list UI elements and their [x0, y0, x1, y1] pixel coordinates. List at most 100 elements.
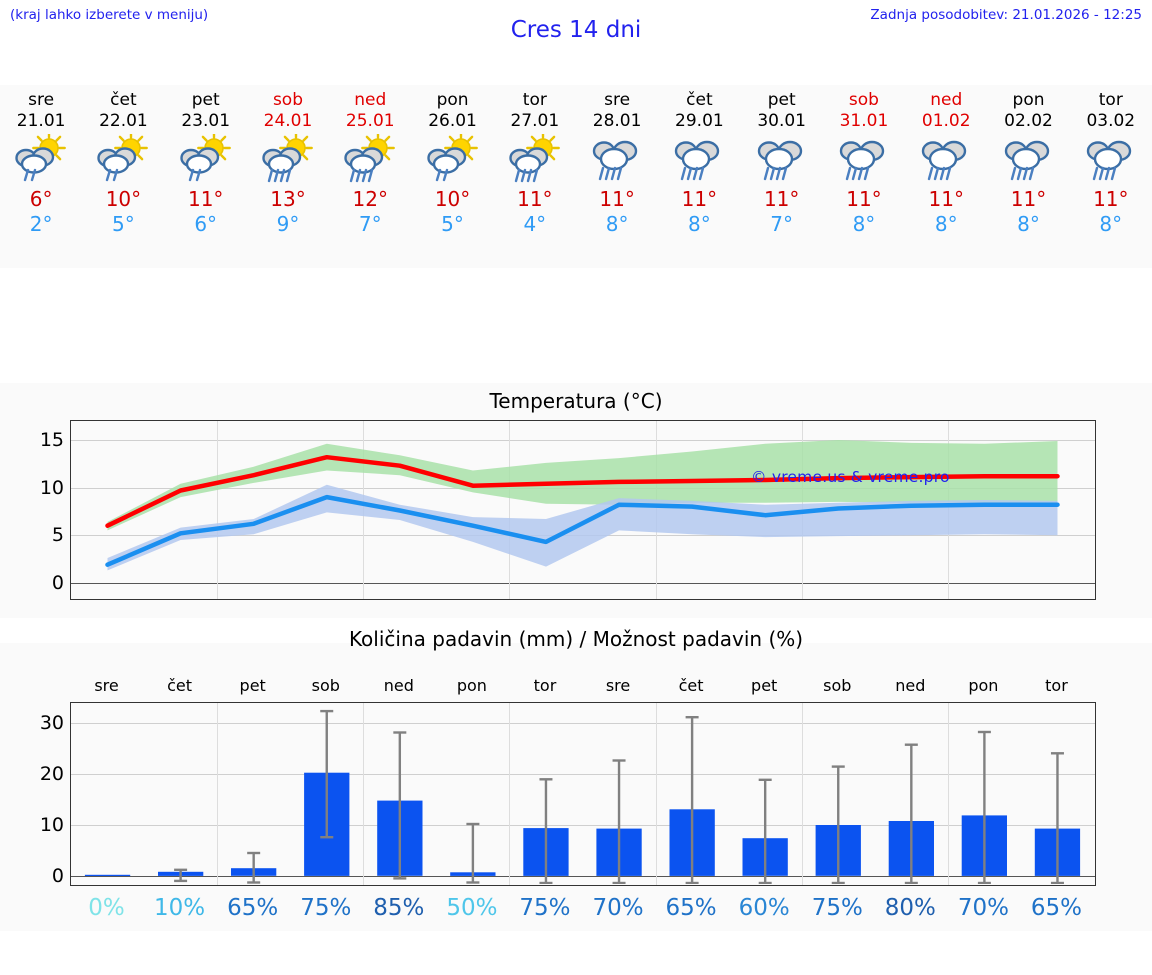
temperature-series-graphics — [105, 440, 1060, 571]
precip-error-bar — [758, 778, 772, 884]
precip-day-label: pet — [751, 676, 778, 695]
day-max-temp: 11° — [846, 187, 882, 211]
sun-cloud-rain-light-icon — [423, 131, 483, 186]
day-max-temp: 11° — [517, 187, 553, 211]
prec-gridline-0 — [71, 875, 1095, 877]
forecast-day-10[interactable]: pet 30.01 11° 7° — [741, 85, 823, 268]
prec-vgridline — [509, 703, 511, 885]
day-max-temp: 11° — [1010, 187, 1047, 211]
temp-vgridline — [509, 421, 511, 599]
precipitation-series-graphics — [84, 709, 1081, 884]
day-name: čet — [110, 90, 137, 110]
cloud-rain-icon — [834, 134, 894, 186]
prec-vgridline — [947, 703, 949, 885]
temperature-plot-area: 0 5 10 15 — [40, 420, 1096, 600]
cloud-rain-icon — [669, 134, 729, 186]
day-date: 27.01 — [510, 111, 560, 131]
day-min-temp: 8° — [688, 212, 711, 236]
day-name: ned — [930, 90, 963, 110]
forecast-day-6[interactable]: pon 26.01 10° 5° — [411, 85, 493, 268]
day-max-temp: 13° — [270, 187, 306, 211]
forecast-day-8[interactable]: sre 28.01 11° 8° — [576, 85, 658, 268]
sun-cloud-rain-heavy-icon — [505, 131, 565, 186]
prec-ytick-label: 20 — [39, 763, 64, 786]
day-min-temp: 7° — [770, 212, 794, 236]
day-max-temp: 11° — [763, 187, 800, 211]
precipitation-plot-area: 0 10 20 30 — [40, 702, 1096, 887]
temp-uncertainty-band-0 — [107, 440, 1058, 531]
day-min-temp: 5° — [441, 212, 464, 236]
last-updated-text: Zadnja posodobitev: 21.01.2026 - 12:25 — [870, 7, 1142, 23]
forecast-day-11[interactable]: sob 31.01 11° 8° — [823, 85, 905, 268]
daily-forecast-strip: sre 21.01 6° 2° čet 22.01 10° 5° pet 23.01 11° 6° so… — [0, 85, 1152, 268]
precip-day-label: sob — [823, 676, 852, 695]
temp-uncertainty-band-1 — [107, 484, 1058, 571]
day-name: pon — [1012, 90, 1045, 110]
prec-ytick-label: 30 — [39, 712, 64, 735]
day-date: 26.01 — [428, 111, 477, 131]
temp-line-1 — [105, 494, 1060, 567]
day-min-temp: 8° — [934, 212, 958, 236]
forecast-day-1[interactable]: sre 21.01 6° 2° — [0, 85, 82, 268]
sun-cloud-rain-heavy-icon — [340, 131, 400, 186]
precip-probability-label: 85% — [373, 895, 425, 921]
precipitation-chart-title: Količina padavin (mm) / Možnost padavin … — [348, 627, 804, 651]
temp-ytick-label: 15 — [39, 429, 64, 452]
day-max-temp: 11° — [599, 187, 635, 211]
forecast-day-9[interactable]: čet 29.01 11° 8° — [658, 85, 740, 268]
precip-probability-label: 70% — [592, 895, 644, 921]
day-max-temp: 12° — [352, 187, 388, 211]
precip-error-bar — [685, 715, 699, 884]
precip-probability-label: 65% — [227, 895, 279, 921]
precip-day-label: čet — [678, 676, 704, 695]
cloud-rain-icon — [587, 134, 647, 186]
day-name: pet — [191, 90, 220, 110]
day-min-temp: 6° — [194, 212, 218, 236]
precip-error-bar — [612, 759, 626, 884]
day-date: 02.02 — [1004, 111, 1053, 131]
temp-ytick-label: 10 — [39, 476, 64, 499]
forecast-day-12[interactable]: ned 01.02 11° 8° — [905, 85, 987, 268]
day-max-temp: 11° — [681, 187, 718, 211]
forecast-day-7[interactable]: tor 27.01 11° 4° — [494, 85, 576, 268]
temp-vgridline — [217, 421, 219, 599]
forecast-day-4[interactable]: sob 24.01 13° 9° — [247, 85, 329, 268]
day-min-temp: 8° — [1099, 212, 1123, 236]
day-min-temp: 8° — [605, 212, 629, 236]
day-min-temp: 7° — [358, 212, 382, 236]
precip-error-bar — [831, 765, 845, 884]
cloud-rain-icon — [916, 134, 976, 186]
precip-error-bar — [320, 709, 334, 839]
day-name: sob — [848, 90, 879, 110]
forecast-day-5[interactable]: ned 25.01 12° 7° — [329, 85, 411, 268]
forecast-day-14[interactable]: tor 03.02 11° 8° — [1070, 85, 1152, 268]
forecast-day-13[interactable]: pon 02.02 11° 8° — [987, 85, 1069, 268]
day-date: 30.01 — [757, 111, 806, 131]
precip-day-label: čet — [167, 676, 193, 695]
cloud-rain-icon — [1081, 134, 1141, 186]
day-max-temp: 6° — [29, 187, 53, 211]
precip-probability-label: 70% — [957, 895, 1009, 921]
day-date: 23.01 — [181, 111, 231, 131]
forecast-day-3[interactable]: pet 23.01 11° 6° — [165, 85, 247, 268]
day-date: 22.01 — [99, 111, 148, 131]
forecast-day-2[interactable]: čet 22.01 10° 5° — [82, 85, 164, 268]
day-max-temp: 10° — [434, 187, 471, 211]
day-date: 21.01 — [16, 111, 66, 131]
day-name: pon — [436, 90, 469, 110]
precip-error-bar — [174, 868, 188, 883]
sun-cloud-rain-light-icon — [176, 131, 236, 186]
day-min-temp: 4° — [523, 212, 547, 236]
precip-day-label: sob — [311, 676, 340, 695]
location-menu-note[interactable]: (kraj lahko izberete v meniju) — [10, 7, 209, 23]
day-date: 29.01 — [675, 111, 724, 131]
sun-cloud-rain-light-icon — [93, 131, 153, 186]
day-min-temp: 8° — [1017, 212, 1040, 236]
precip-day-label: pon — [456, 676, 487, 695]
day-name: tor — [1098, 90, 1123, 110]
prec-gridline-20 — [71, 774, 1095, 776]
precip-error-bar — [466, 822, 480, 884]
day-max-temp: 10° — [105, 187, 142, 211]
day-min-temp: 8° — [852, 212, 876, 236]
precip-probability-label: 75% — [811, 895, 863, 921]
